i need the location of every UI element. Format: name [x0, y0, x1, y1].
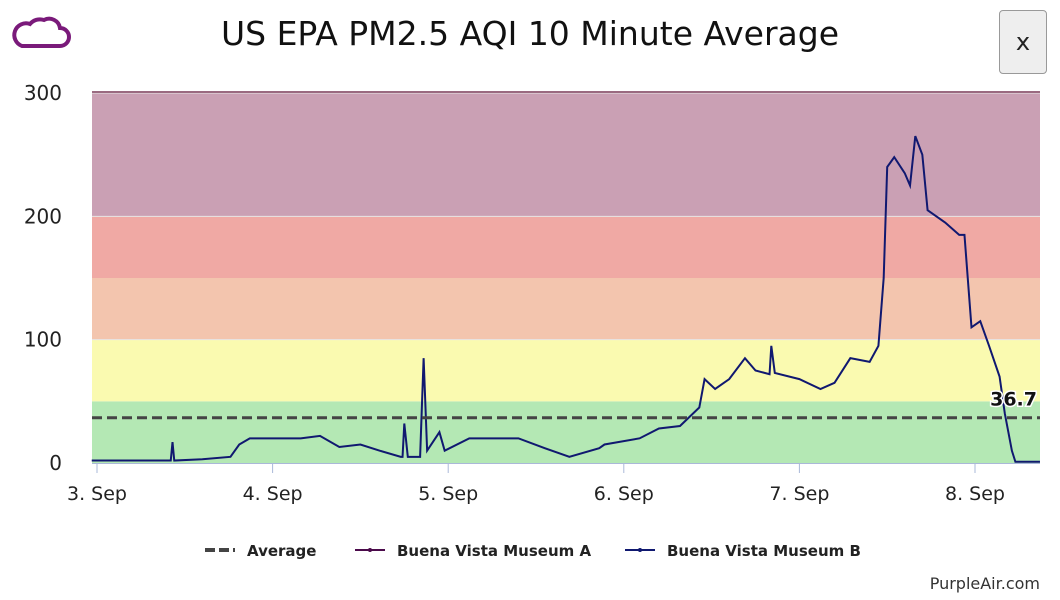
y-tick-label: 0 [49, 451, 62, 475]
y-tick-label: 100 [24, 328, 62, 352]
aqi-band [92, 216, 1040, 278]
x-tick-label: 5. Sep [418, 483, 478, 505]
close-button[interactable]: x [999, 10, 1047, 74]
aqi-band [92, 278, 1040, 340]
x-tick-label: 3. Sep [67, 483, 127, 505]
y-tick-label: 200 [24, 204, 62, 228]
purpleair-credit-link[interactable]: PurpleAir.com [929, 574, 1040, 593]
average-label: 36.7 [990, 389, 1037, 411]
legend-item: Buena Vista Museum B [667, 542, 861, 560]
aqi-band [92, 93, 1040, 217]
x-tick-label: 4. Sep [243, 483, 303, 505]
chart-title: US EPA PM2.5 AQI 10 Minute Average [220, 14, 840, 53]
cloud-icon[interactable] [10, 10, 72, 52]
legend-item: Average [247, 542, 316, 560]
aqi-band [92, 339, 1040, 402]
x-tick-label: 6. Sep [594, 483, 654, 505]
x-tick-label: 8. Sep [945, 483, 1005, 505]
legend-marker [368, 548, 372, 552]
series-line-b [91, 135, 1040, 463]
y-tick-label: 300 [24, 81, 62, 105]
aqi-band [92, 401, 1040, 463]
x-tick-label: 7. Sep [769, 483, 829, 505]
legend-item: Buena Vista Museum A [397, 542, 591, 560]
legend-marker [638, 548, 642, 552]
